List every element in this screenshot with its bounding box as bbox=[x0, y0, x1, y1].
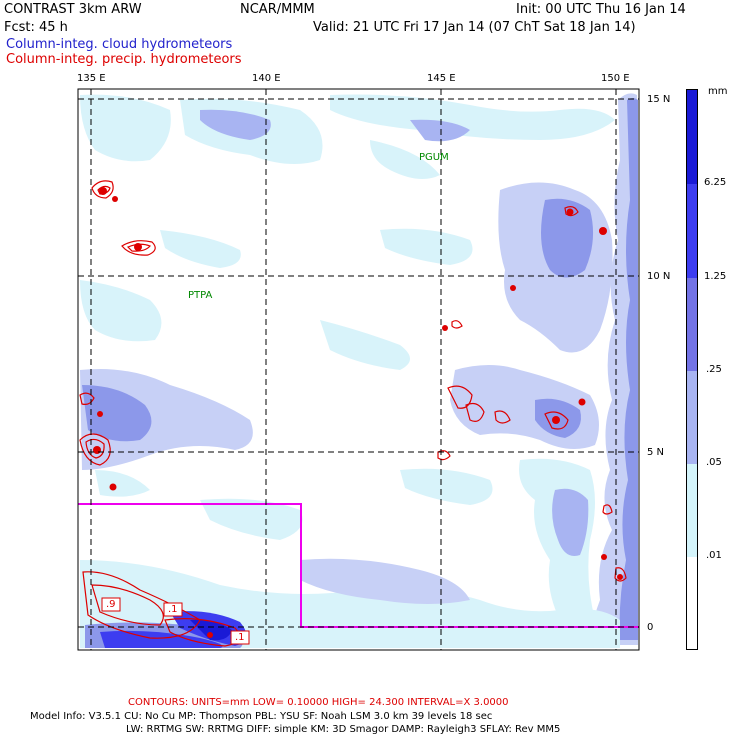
colorbar-level: .01 bbox=[706, 550, 722, 561]
latlon-grid bbox=[78, 89, 639, 650]
contour-label-boxes bbox=[101, 597, 250, 645]
model-title: CONTRAST 3km ARW bbox=[4, 2, 142, 17]
contour-label: .9 bbox=[106, 599, 116, 610]
contour-info: CONTOURS: UNITS=mm LOW= 0.10000 HIGH= 24… bbox=[128, 697, 509, 708]
model-info-line2: LW: RRTMG SW: RRTMG DIFF: simple KM: 3D … bbox=[126, 724, 561, 735]
lon-label: 140 E bbox=[252, 73, 281, 84]
map-frame bbox=[77, 88, 640, 651]
colorbar-swatch bbox=[687, 90, 697, 184]
precip-contours bbox=[79, 180, 627, 647]
map-background bbox=[78, 89, 639, 650]
lon-label: 150 E bbox=[601, 73, 630, 84]
colorbar-swatch bbox=[687, 464, 697, 557]
org-label: NCAR/MMM bbox=[240, 2, 315, 17]
contour-label: .1 bbox=[235, 632, 245, 643]
colorbar-swatch bbox=[687, 184, 697, 278]
station-ptpa: PTPA bbox=[188, 290, 213, 301]
colorbar-swatch bbox=[687, 557, 697, 649]
colorbar-level: .05 bbox=[706, 457, 722, 468]
precip-field-label: Column-integ. precip. hydrometeors bbox=[6, 52, 242, 67]
colorbar bbox=[686, 89, 698, 650]
lat-label: 0 bbox=[647, 622, 654, 633]
colorbar-level: .25 bbox=[706, 364, 722, 375]
lon-label: 145 E bbox=[427, 73, 456, 84]
contour-label: .1 bbox=[168, 604, 178, 615]
lon-label: 135 E bbox=[77, 73, 106, 84]
precip-cores bbox=[93, 187, 623, 638]
colorbar-swatch bbox=[687, 278, 697, 371]
forecast-hours: Fcst: 45 h bbox=[4, 20, 68, 35]
colorbar-swatch bbox=[687, 371, 697, 464]
valid-time: Valid: 21 UTC Fri 17 Jan 14 (07 ChT Sat … bbox=[313, 20, 636, 35]
lat-label: 5 N bbox=[647, 447, 665, 458]
colorbar-level: 6.25 bbox=[704, 177, 727, 188]
lat-label: 10 N bbox=[647, 271, 671, 282]
lat-label: 15 N bbox=[647, 94, 671, 105]
station-pgum: PGUM bbox=[419, 152, 449, 163]
colorbar-level: 1.25 bbox=[704, 271, 727, 282]
model-info-line1: Model Info: V3.5.1 CU: No Cu MP: Thompso… bbox=[30, 711, 493, 722]
colorbar-unit: mm bbox=[708, 86, 728, 97]
cloud-field-label: Column-integ. cloud hydrometeors bbox=[6, 37, 233, 52]
init-time: Init: 00 UTC Thu 16 Jan 14 bbox=[516, 2, 686, 17]
